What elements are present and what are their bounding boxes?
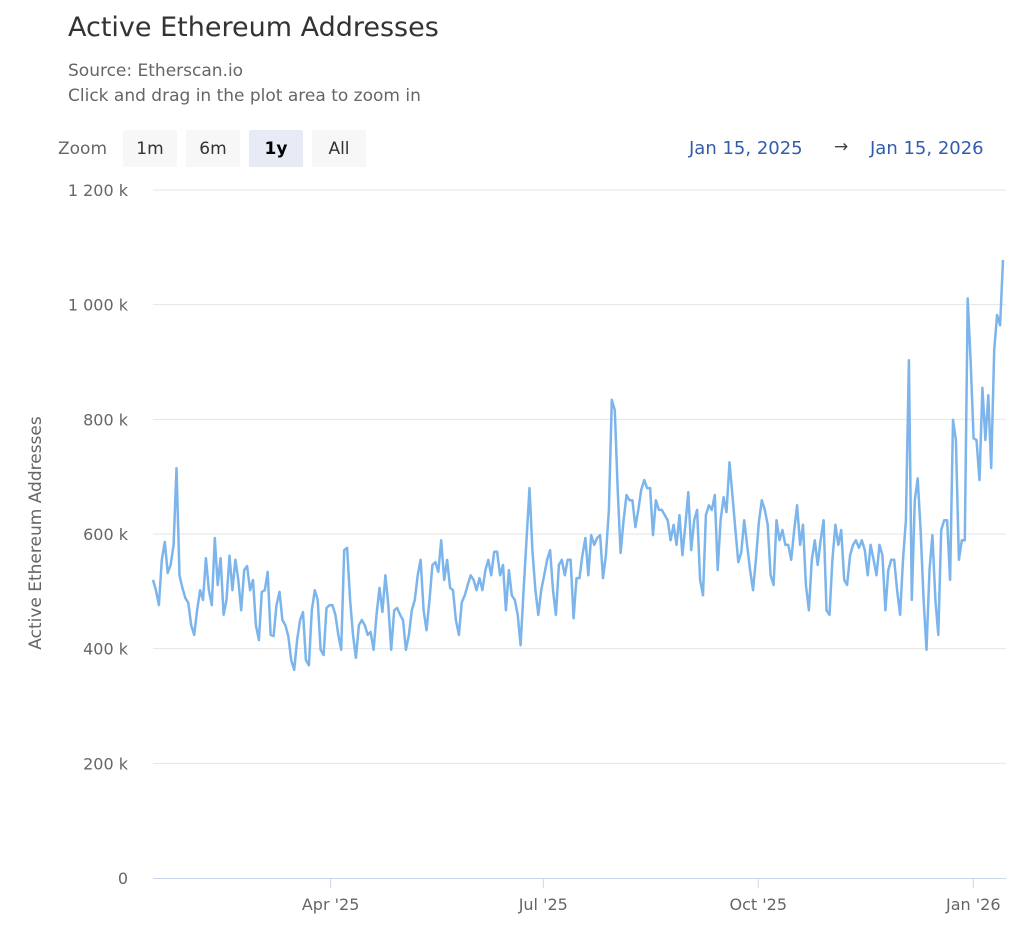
zoom-6m-button[interactable]: 6m — [186, 130, 240, 167]
y-tick-label: 600 k — [83, 525, 129, 544]
series-line — [151, 259, 1005, 672]
x-tick-label: Oct '25 — [730, 895, 788, 914]
y-axis-title: Active Ethereum Addresses — [26, 416, 46, 650]
y-tick-label: 800 k — [83, 410, 129, 429]
chart-source: Source: Etherscan.io — [68, 61, 244, 81]
y-tick-label: 1 200 k — [68, 181, 129, 200]
zoom-label: Zoom — [58, 139, 108, 159]
range-arrow-icon: → — [834, 137, 849, 157]
y-tick-label: 1 000 k — [68, 296, 129, 315]
x-tick-label: Jul '25 — [518, 895, 568, 914]
x-tick-label: Jan '26 — [945, 895, 1001, 914]
zoom-all-button[interactable]: All — [312, 130, 366, 167]
chart-zoom-hint: Click and drag in the plot area to zoom … — [68, 86, 421, 106]
zoom-1y-button[interactable]: 1y — [249, 130, 303, 167]
x-tick-label: Apr '25 — [302, 895, 360, 914]
y-tick-label: 400 k — [83, 640, 129, 659]
range-from-input[interactable]: Jan 15, 2025 — [689, 138, 803, 159]
chart-title: Active Ethereum Addresses — [68, 12, 439, 43]
y-tick-label: 0 — [118, 869, 128, 888]
range-to-input[interactable]: Jan 15, 2026 — [870, 138, 984, 159]
zoom-1m-button[interactable]: 1m — [123, 130, 177, 167]
y-tick-label: 200 k — [83, 754, 129, 773]
